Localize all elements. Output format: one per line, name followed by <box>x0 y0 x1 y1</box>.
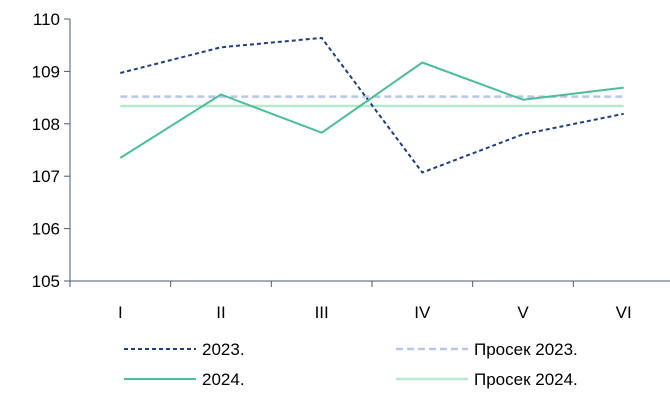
y-tick-label: 107 <box>32 167 60 186</box>
legend-item: Просек 2023. <box>396 340 578 359</box>
chart-legend: 2023. Просек 2023. 2024. Просек 2024. <box>124 340 578 389</box>
y-tick-label: 109 <box>32 62 60 81</box>
x-tick-label: I <box>118 303 123 322</box>
x-tick-label: III <box>315 303 329 322</box>
y-tick-label: 106 <box>32 220 60 239</box>
x-tick-label: II <box>216 303 225 322</box>
x-tick-label: VI <box>616 303 632 322</box>
y-tick-label: 110 <box>33 10 60 29</box>
series-layer <box>119 36 624 174</box>
legend-label: 2024. <box>202 370 245 389</box>
x-tick-label: IV <box>414 303 431 322</box>
legend-item: 2023. <box>124 340 245 359</box>
y-tick-label: 108 <box>32 115 60 134</box>
y-tick-label: 105 <box>32 272 60 291</box>
legend-item: 2024. <box>124 370 245 389</box>
legend-label: Просек 2024. <box>474 370 578 389</box>
series-line-1 <box>120 36 624 174</box>
legend-label: Просек 2023. <box>474 340 578 359</box>
legend-item: Просек 2024. <box>396 370 578 389</box>
x-tick-label: V <box>517 303 529 322</box>
series-line-2 <box>119 61 624 159</box>
legend-label: 2023. <box>202 340 245 359</box>
